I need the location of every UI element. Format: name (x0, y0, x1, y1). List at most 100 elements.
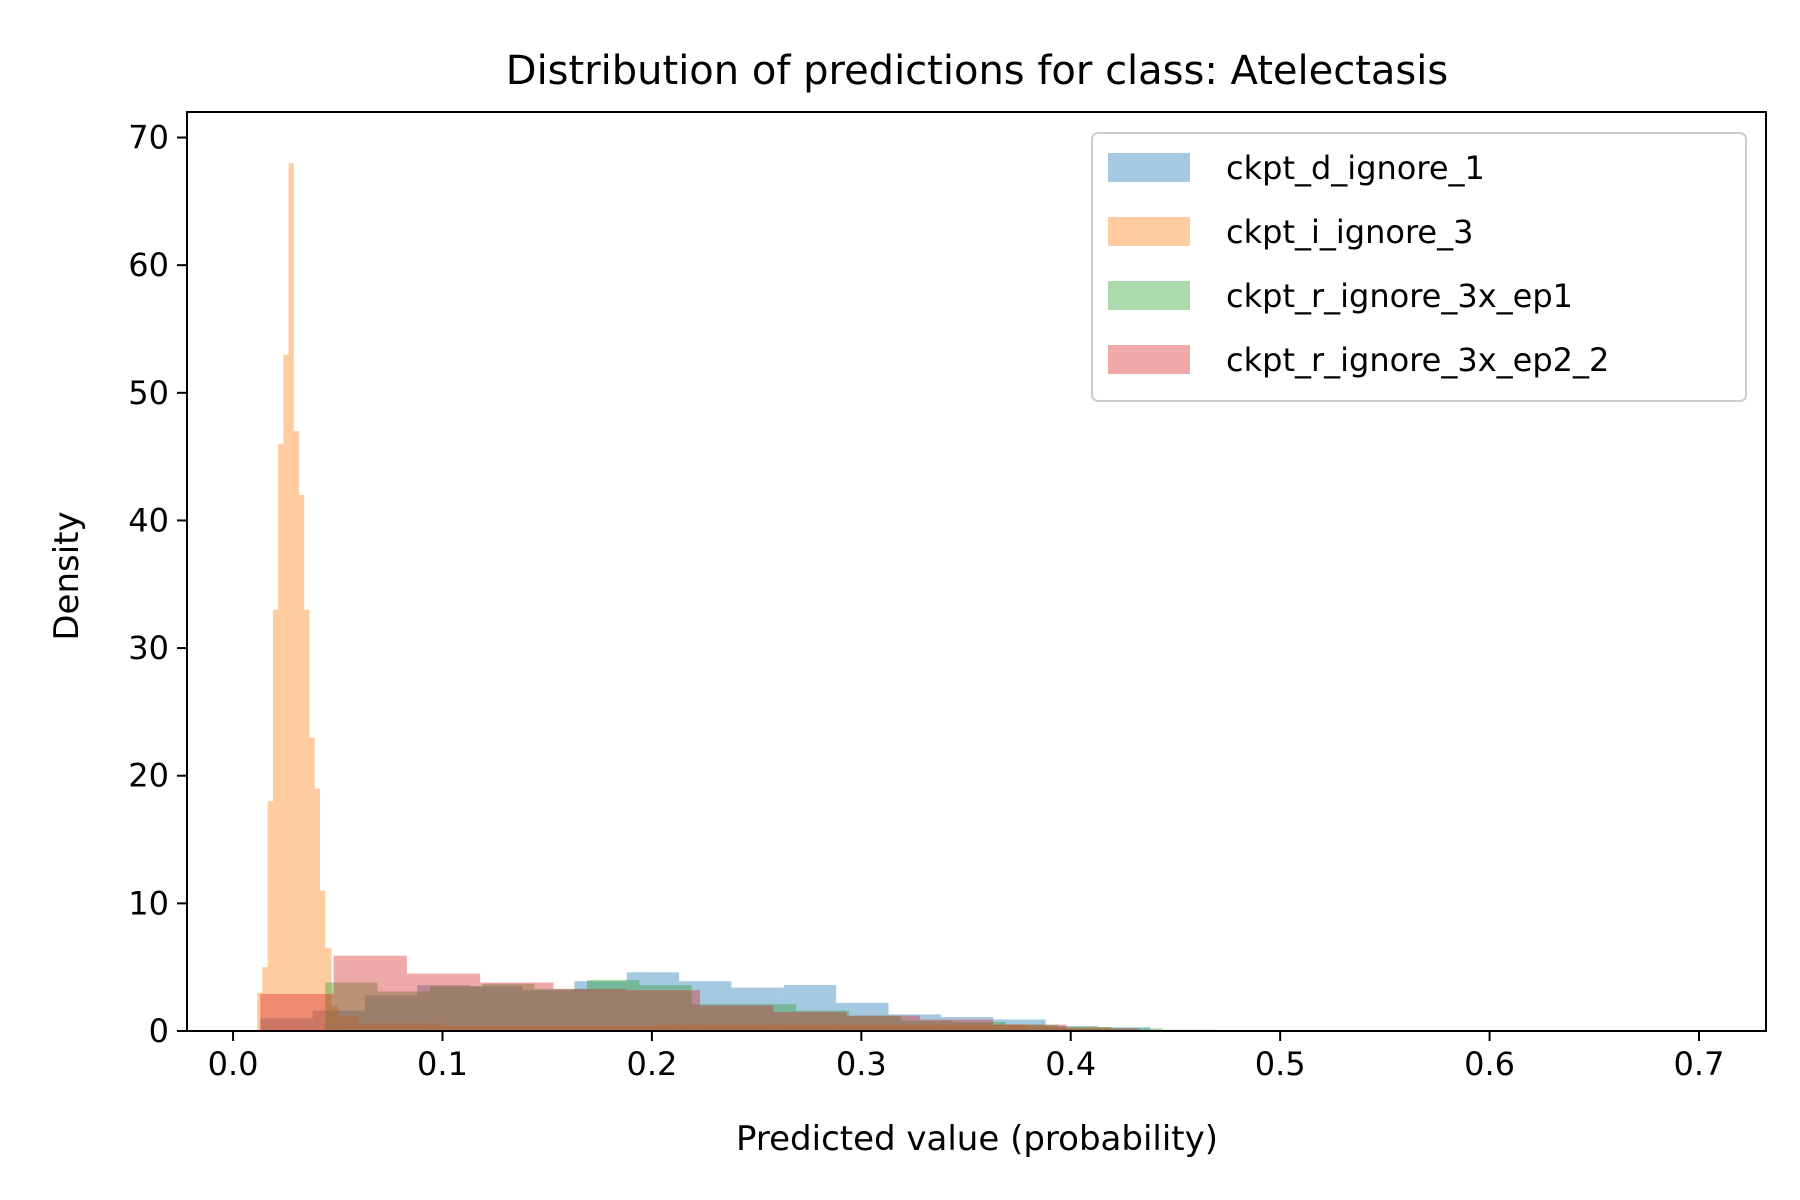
bar-0-15 (1045, 1025, 1098, 1031)
legend-box (1091, 132, 1747, 402)
bar-3-4 (553, 988, 627, 1031)
bar-0-14 (993, 1019, 1046, 1031)
legend-label-0: ckpt_d_ignore_1 (1226, 149, 1485, 187)
y-tick-label-1: 10 (128, 884, 169, 922)
bar-1-17 (442, 1025, 652, 1031)
x-axis-label: Predicted value (probability) (736, 1119, 1218, 1159)
x-tick-label-7: 0.7 (1674, 1045, 1725, 1083)
bar-1-2 (267, 801, 273, 1031)
bar-1-11 (314, 788, 320, 1031)
bar-3-7 (773, 1011, 847, 1031)
series-2 (325, 979, 1216, 1031)
bar-2-0 (325, 982, 378, 1031)
legend-swatch-2 (1108, 281, 1190, 310)
x-tick-label-6: 0.6 (1464, 1045, 1515, 1083)
bar-2-7 (691, 1004, 745, 1031)
bar-3-3 (480, 982, 554, 1031)
bar-0-5 (522, 990, 575, 1031)
bar-1-12 (319, 890, 326, 1031)
bar-1-15 (337, 1015, 359, 1031)
bar-1-9 (304, 609, 310, 1031)
bar-2-5 (586, 979, 640, 1031)
bar-2-14 (1058, 1027, 1111, 1031)
x-tick-label-3: 0.3 (836, 1045, 887, 1083)
chart-title: Distribution of predictions for class: A… (506, 48, 1448, 94)
x-tick-label-0: 0.0 (208, 1045, 259, 1083)
bar-1-7 (293, 431, 300, 1031)
bar-0-1 (312, 1010, 366, 1031)
y-tick-label-3: 30 (128, 629, 169, 667)
x-axis-ticks: 0.0 0.1 0.2 0.3 0.4 0.5 0.6 0.7 (208, 1031, 1725, 1083)
bar-2-2 (429, 986, 483, 1031)
bar-3-9 (919, 1019, 994, 1031)
bar-2-10 (848, 1015, 902, 1031)
x-tick-label-2: 0.2 (626, 1045, 677, 1083)
bar-0-9 (731, 987, 784, 1031)
bar-0-16 (1097, 1027, 1151, 1031)
bar-1-18 (651, 1024, 862, 1031)
bar-1-19 (861, 1024, 1029, 1031)
y-tick-label-2: 20 (128, 757, 169, 795)
bar-2-6 (639, 985, 692, 1031)
bar-1-5 (283, 354, 289, 1031)
series-3 (260, 955, 1140, 1031)
bar-3-1 (333, 955, 407, 1031)
bar-1-13 (325, 948, 332, 1031)
bar-2-15 (1110, 1028, 1163, 1031)
bar-0-4 (469, 986, 523, 1031)
bar-3-11 (1066, 1028, 1140, 1031)
bar-2-1 (377, 991, 430, 1031)
bar-2-13 (1005, 1024, 1059, 1031)
series-0 (260, 972, 1151, 1031)
bar-1-1 (262, 967, 268, 1031)
legend-swatch-0 (1108, 153, 1190, 182)
series-1 (257, 163, 1113, 1032)
y-tick-label-5: 50 (128, 374, 169, 412)
bar-3-5 (626, 990, 701, 1031)
bar-2-11 (901, 1020, 954, 1031)
bar-0-11 (836, 1002, 889, 1031)
bar-0-13 (940, 1016, 994, 1031)
bar-3-8 (846, 1015, 920, 1031)
y-tick-label-7: 70 (128, 119, 169, 157)
plot-frame (186, 111, 1767, 1032)
bar-1-10 (309, 737, 315, 1031)
bar-1-16 (358, 1023, 443, 1031)
bar-3-10 (993, 1024, 1067, 1031)
legend-label-2: ckpt_r_ignore_3x_ep1 (1226, 277, 1573, 315)
bar-1-8 (299, 494, 305, 1032)
bar-2-8 (744, 1004, 797, 1031)
legend-label-1: ckpt_i_ignore_3 (1226, 213, 1473, 251)
bar-1-4 (278, 443, 284, 1032)
bar-0-0 (260, 1018, 313, 1031)
y-axis-ticks: 0 10 20 30 40 50 60 70 (128, 119, 187, 1050)
y-tick-label-0: 0 (149, 1012, 169, 1050)
bar-0-8 (679, 981, 732, 1031)
x-tick-label-1: 0.1 (417, 1045, 468, 1083)
bar-0-10 (783, 985, 837, 1031)
bar-0-12 (888, 1014, 941, 1031)
legend-label-3: ckpt_r_ignore_3x_ep2_2 (1226, 341, 1609, 379)
bar-0-7 (626, 972, 680, 1031)
y-tick-label-4: 40 (128, 501, 169, 539)
bar-2-12 (953, 1022, 1006, 1031)
bar-1-3 (272, 609, 279, 1031)
x-tick-label-5: 0.5 (1255, 1045, 1306, 1083)
bar-0-6 (574, 981, 627, 1031)
x-tick-label-4: 0.4 (1045, 1045, 1096, 1083)
y-axis-label: Density (47, 511, 87, 640)
bar-3-6 (700, 1005, 774, 1031)
bar-2-4 (534, 988, 587, 1031)
bar-2-9 (796, 1010, 849, 1031)
legend-swatch-1 (1108, 217, 1190, 246)
bar-3-0 (260, 993, 334, 1031)
legend-items: ckpt_d_ignore_1 ckpt_i_ignore_3 ckpt_r_ign… (1108, 149, 1609, 379)
bar-1-14 (331, 1005, 338, 1031)
bar-1-0 (257, 992, 263, 1031)
legend: ckpt_d_ignore_1 ckpt_i_ignore_3 ckpt_r_ign… (1091, 132, 1747, 402)
y-tick-label-6: 60 (128, 246, 169, 284)
bar-1-20 (1028, 1027, 1113, 1031)
histogram-bars (257, 163, 1216, 1032)
legend-swatch-3 (1108, 345, 1190, 374)
